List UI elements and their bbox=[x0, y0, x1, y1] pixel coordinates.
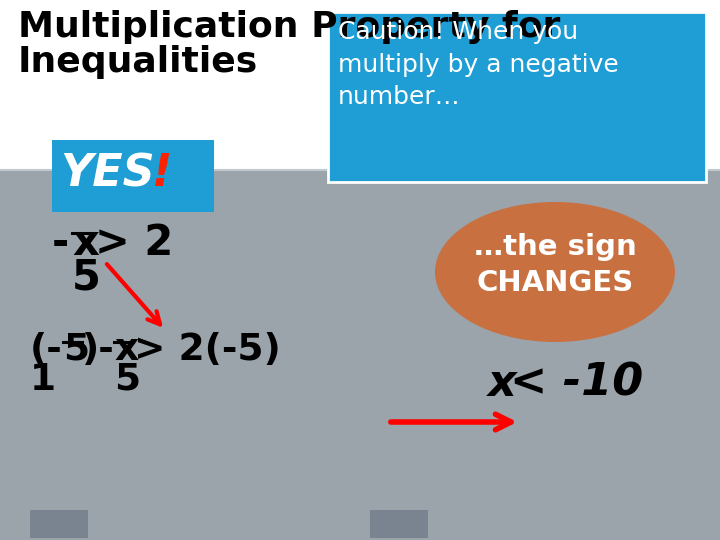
Bar bbox=[0, 0, 720, 170]
Text: 1: 1 bbox=[30, 362, 56, 398]
Text: x: x bbox=[114, 332, 138, 368]
Bar bbox=[0, 170, 720, 540]
Text: 5: 5 bbox=[72, 257, 101, 299]
Text: !: ! bbox=[152, 152, 172, 195]
Text: x: x bbox=[488, 362, 517, 405]
FancyBboxPatch shape bbox=[328, 12, 706, 182]
Text: < -10: < -10 bbox=[510, 362, 643, 405]
FancyBboxPatch shape bbox=[52, 140, 214, 212]
Text: -: - bbox=[52, 222, 69, 264]
Text: > 2(-5): > 2(-5) bbox=[134, 332, 281, 368]
Text: Caution! When you
multiply by a negative
number…: Caution! When you multiply by a negative… bbox=[338, 20, 618, 109]
Text: 5: 5 bbox=[114, 362, 140, 398]
Bar bbox=[30, 510, 88, 538]
Text: > 2: > 2 bbox=[95, 222, 174, 264]
Text: x: x bbox=[72, 222, 99, 264]
Text: …the sign
CHANGES: …the sign CHANGES bbox=[474, 233, 636, 297]
Text: Inequalities: Inequalities bbox=[18, 45, 258, 79]
Bar bbox=[370, 510, 428, 538]
Text: 5: 5 bbox=[63, 332, 89, 368]
Text: YES: YES bbox=[60, 152, 155, 195]
Text: Multiplication Property for: Multiplication Property for bbox=[18, 10, 560, 44]
Text: )-: )- bbox=[82, 332, 114, 368]
Text: (-: (- bbox=[30, 332, 63, 368]
Ellipse shape bbox=[435, 202, 675, 342]
